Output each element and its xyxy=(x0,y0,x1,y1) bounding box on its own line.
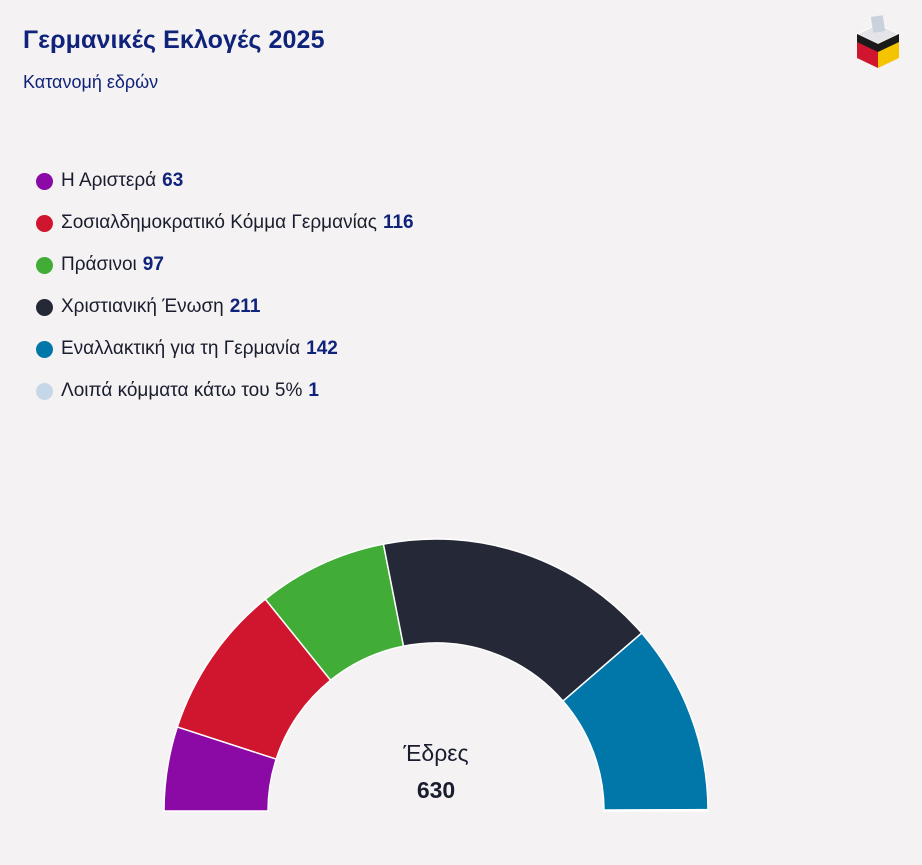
legend-item: Λοιπά κόμματα κάτω του 5% 1 xyxy=(36,370,414,412)
legend-swatch xyxy=(36,256,53,274)
legend-label: Σοσιαλδημοκρατικό Κόμμα Γερμανίας xyxy=(61,212,377,233)
legend-item: Πράσινοι 97 xyxy=(36,244,414,286)
ballot-box-icon xyxy=(855,15,901,68)
legend-label: Εναλλακτική για τη Γερμανία xyxy=(61,338,301,359)
legend-label: Πράσινοι xyxy=(61,254,137,275)
legend-value: 142 xyxy=(306,338,338,359)
legend-swatch xyxy=(36,172,53,190)
legend-value: 97 xyxy=(142,254,164,275)
legend-label: Χριστιανική Ένωση xyxy=(61,296,224,317)
legend-item: Σοσιαλδημοκρατικό Κόμμα Γερμανίας 116 xyxy=(36,202,414,244)
center-label: Έδρες xyxy=(403,740,469,766)
legend-item: Χριστιανική Ένωση 211 xyxy=(36,286,414,328)
legend-value: 1 xyxy=(308,380,319,401)
legend-label: Η Αριστερά xyxy=(61,170,157,191)
legend-value: 116 xyxy=(382,212,414,233)
legend-value: 63 xyxy=(162,170,184,191)
legend-swatch xyxy=(36,382,53,400)
legend-label: Λοιπά κόμματα κάτω του 5% xyxy=(61,380,303,401)
chart-subtitle: Κατανομή εδρών xyxy=(23,72,159,92)
legend-swatch xyxy=(36,214,53,232)
legend-swatch xyxy=(36,298,53,316)
legend-swatch xyxy=(36,340,53,358)
chart-title: Γερμανικές Εκλογές 2025 xyxy=(23,26,325,54)
legend-value: 211 xyxy=(229,296,261,317)
legend-item: Η Αριστερά 63 xyxy=(36,160,414,202)
seat-segment[interactable] xyxy=(603,808,709,812)
legend-item: Εναλλακτική για τη Γερμανία 142 xyxy=(36,328,414,370)
center-total: 630 xyxy=(416,777,456,803)
chart-legend: Η Αριστερά 63 Σοσιαλδημοκρατικό Κόμμα Γερμ… xyxy=(36,160,414,412)
